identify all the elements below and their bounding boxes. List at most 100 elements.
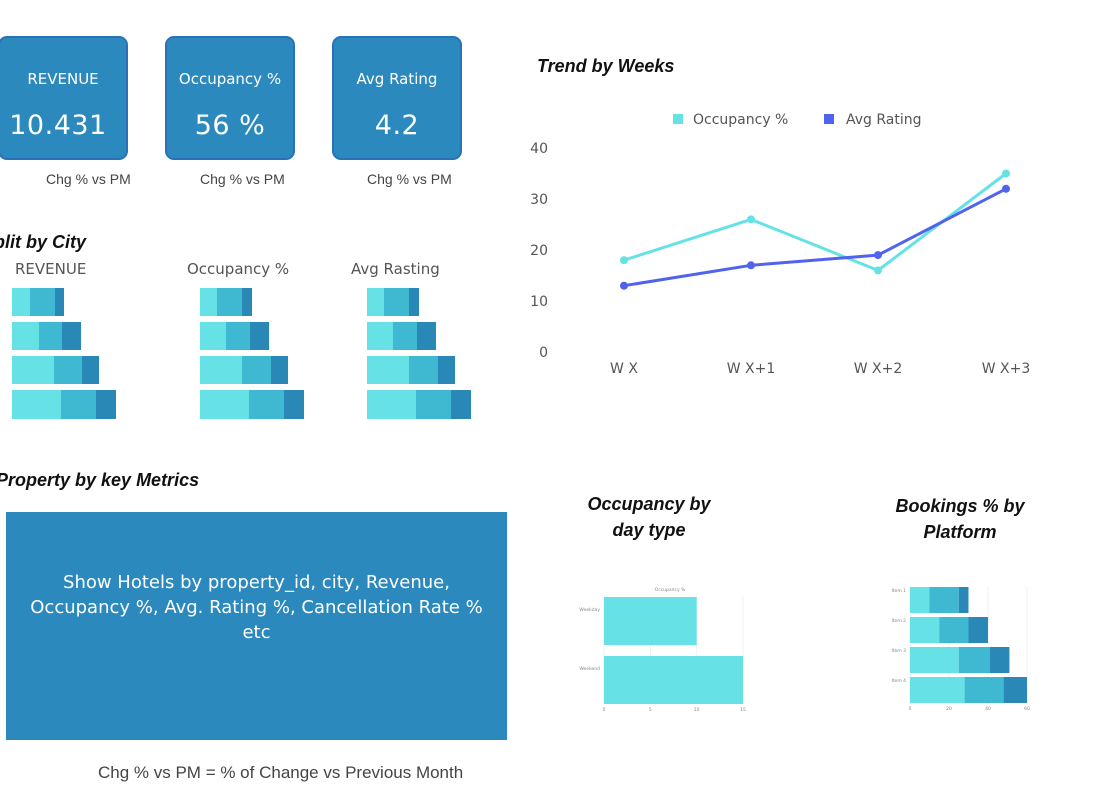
kpi-change-label: Chg % vs PM [200,171,285,187]
split-city-rating-chart [367,288,471,419]
stacked-bar-segment [250,322,269,350]
split-city-revenue-chart [12,288,116,419]
stacked-bar-segment [217,288,242,316]
y-tick-label: 0 [539,345,548,361]
stacked-bar-segment [242,356,271,384]
data-point [874,266,882,275]
trend-line-chart: Occupancy % Avg Rating 0 10 20 30 40 W X W X+1… [530,112,1031,377]
split-by-city-title: Split by City [0,232,87,252]
stacked-bar-segment [367,390,416,419]
stacked-bar-segment [62,322,81,350]
x-tick-label: 20 [946,706,952,712]
property-placeholder-text: Show Hotels by property_id, city, Revenu… [30,572,483,643]
x-tick-label: 40 [985,706,991,712]
stacked-bar-segment [200,322,226,350]
stacked-bar-segment [39,322,62,350]
x-tick-label: 10 [694,707,700,713]
stacked-bar-segment [958,587,969,613]
stacked-bar-segment [82,356,99,384]
stacked-bar-segment [929,587,959,613]
data-point [1002,184,1010,193]
stacked-bar-segment [1003,677,1027,703]
kpi-card-rating: Avg Rating 4.2 [332,36,462,160]
stacked-bar-segment [393,322,417,350]
series-line-rating [623,187,1007,288]
property-section-title: Property by key Metrics [0,470,200,490]
stacked-bar-segment [12,390,61,419]
platform-chart-title: Bookings % by Platform [895,496,1025,542]
data-point [747,261,755,270]
kpi-title: REVENUE [27,70,99,88]
kpi-change-label: Chg % vs PM [46,171,131,187]
split-city-occupancy-chart [200,288,304,419]
x-tick-label: 0 [603,707,606,713]
stacked-bar-segment [367,356,409,384]
data-point [1002,169,1010,178]
x-tick-label: W X+3 [982,361,1031,377]
x-tick-label: W X+2 [854,361,903,377]
stacked-bar-segment [438,356,455,384]
stacked-bar-segment [910,617,940,643]
trend-chart-title: Trend by Weeks [537,56,675,76]
stacked-bar-segment [12,288,30,316]
kpi-card-revenue: REVENUE 10.431 [0,36,128,160]
data-point [747,215,755,224]
stacked-bar-segment [910,647,959,673]
data-point [620,281,628,290]
y-category-label: Item 4 [891,678,906,684]
stacked-bar-segment [226,322,250,350]
stacked-bar-segment [416,390,451,419]
data-point [620,256,628,265]
stacked-bar-segment [964,677,1004,703]
y-category-label: Weekday [579,607,600,613]
day-type-legend: Occupancy % [655,587,686,593]
stacked-bar-segment [12,356,54,384]
stacked-bar-segment [249,390,284,419]
bar [604,656,743,704]
stacked-bar-segment [384,288,409,316]
stacked-bar-segment [54,356,82,384]
stacked-bar-segment [271,356,288,384]
stacked-bar-segment [910,587,930,613]
stacked-bar-segment [200,288,217,316]
stacked-bar-segment [958,647,990,673]
kpi-value: 4.2 [374,110,420,141]
stacked-bar-segment [910,677,965,703]
y-category-label: Item 1 [891,588,906,594]
legend-swatch-rating [824,114,834,124]
y-category-label: Item 3 [891,648,906,654]
split-label-revenue: REVENUE [15,260,87,278]
series-line-occupancy [623,172,1007,272]
x-tick-label: 5 [649,707,652,713]
stacked-bar-segment [451,390,471,419]
stacked-bar-segment [409,288,419,316]
stacked-bar-segment [242,288,252,316]
kpi-change-label: Chg % vs PM [367,171,452,187]
x-tick-label: 15 [740,707,746,713]
stacked-bar-segment [367,288,384,316]
kpi-value: 10.431 [9,110,107,141]
day-type-chart-title: Occupancy by day type [587,494,711,540]
kpi-value: 56 % [194,110,266,141]
platform-stacked-bar-chart: 0 20 40 60 Item 1 Item 2 Item 3 Item 4 [891,586,1030,712]
y-tick-label: 30 [530,192,548,208]
day-type-bar-chart: Occupancy % 0 5 10 15 Weekday Weekend [579,587,746,713]
stacked-bar-segment [417,322,436,350]
stacked-bar-segment [939,617,969,643]
stacked-bar-segment [284,390,304,419]
y-category-label: Weekend [579,666,600,672]
legend-label-rating: Avg Rating [846,112,922,128]
x-tick-label: 60 [1024,706,1030,712]
y-tick-label: 40 [530,141,548,157]
x-tick-label: W X [610,361,638,377]
stacked-bar-segment [200,356,242,384]
stacked-bar-segment [96,390,116,419]
stacked-bar-segment [12,322,39,350]
bar [604,597,697,645]
kpi-title: Avg Rating [356,70,438,88]
x-tick-label: 0 [909,706,912,712]
x-tick-label: W X+1 [727,361,776,377]
split-label-occupancy: Occupancy % [187,260,290,278]
y-tick-label: 20 [530,243,548,259]
stacked-bar-segment [30,288,55,316]
